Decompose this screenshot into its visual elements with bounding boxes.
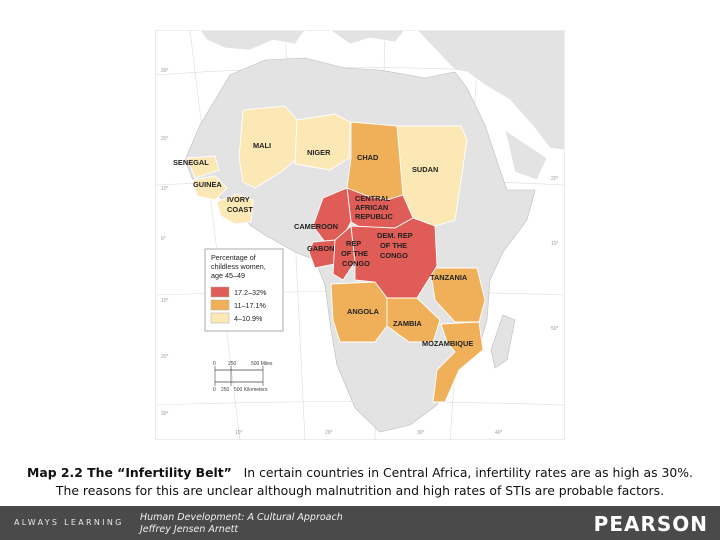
country-niger: [294, 113, 351, 171]
graticule-labels: 30° 20° 10° 0° 10° 20° 30° 10° 20° 30° 4…: [161, 68, 559, 436]
grid-label: 30°: [161, 68, 169, 74]
country-rep-of-congo: [332, 225, 356, 281]
label-of-the: OF THE: [341, 249, 368, 258]
legend-title-line-1: Percentage of: [211, 253, 256, 262]
pearson-logo: PEARSON: [593, 512, 708, 536]
grid-label: 20°: [325, 430, 333, 436]
label-central: CENTRAL: [355, 194, 391, 203]
label-coast: COAST: [227, 205, 253, 214]
scale-miles-0: 0: [213, 361, 216, 367]
legend-swatch-high: [210, 286, 230, 298]
label-mozambique: MOZAMBIQUE: [422, 339, 473, 348]
label-senegal: SENEGAL: [173, 158, 209, 167]
label-niger: NIGER: [307, 148, 331, 157]
scale-km-500: 500 Kilometers: [234, 387, 268, 393]
label-zambia: ZAMBIA: [393, 319, 422, 328]
legend-label-medium: 11–17.1%: [234, 301, 266, 310]
category-light: [186, 105, 468, 227]
legend: Percentage of childless women, age 45–49…: [204, 248, 284, 332]
grid-label: 40°: [495, 430, 503, 436]
label-mali: MALI: [253, 141, 271, 150]
grid-label: 10°: [235, 430, 243, 436]
grid-label: 10°: [161, 186, 169, 192]
country-dem-rep-congo: [350, 217, 438, 299]
grid-label: 20°: [551, 176, 559, 182]
grid-label: 20°: [161, 136, 169, 142]
legend-title-line-3: age 45–49: [211, 271, 245, 280]
label-congo-2: CONGO: [380, 251, 408, 260]
country-mali: [238, 105, 298, 189]
country-labels: MALI NIGER CHAD SUDAN SENEGAL GUINEA IVO…: [173, 141, 473, 348]
book-author: Jeffrey Jensen Arnett: [140, 524, 239, 535]
legend-swatch-medium: [210, 299, 230, 311]
grid-label: 10°: [161, 298, 169, 304]
legend-title-line-2: childless women,: [211, 262, 266, 271]
book-info: Human Development: A Cultural Approach J…: [140, 512, 343, 536]
always-learning-tagline: ALWAYS LEARNING: [14, 518, 124, 527]
label-angola: ANGOLA: [347, 307, 380, 316]
label-dem-rep: DEM. REP: [377, 231, 413, 240]
country-gabon: [308, 239, 336, 269]
label-sudan: SUDAN: [412, 165, 438, 174]
grid-label: 50°: [551, 326, 559, 332]
label-of-the-2: OF THE: [380, 241, 407, 250]
legend-label-light: 4–10.9%: [234, 314, 263, 323]
label-cameroon: CAMEROON: [294, 222, 338, 231]
label-congo: CONGO: [342, 259, 370, 268]
label-republic: REPUBLIC: [355, 212, 393, 221]
label-ivory: IVORY: [227, 195, 250, 204]
legend-label-high: 17.2–32%: [234, 288, 267, 297]
scale-km-0: 0: [213, 387, 216, 393]
surrounding-land: [199, 30, 565, 181]
grid-label: 20°: [161, 354, 169, 360]
infertility-belt-map: MALI NIGER CHAD SUDAN SENEGAL GUINEA IVO…: [155, 30, 565, 440]
country-guinea: [192, 175, 228, 201]
label-rep: REP: [346, 239, 361, 248]
book-title: Human Development: A Cultural Approach: [140, 512, 343, 523]
legend-swatch-light: [210, 312, 230, 324]
label-tanzania: TANZANIA: [430, 273, 468, 282]
map-caption: Map 2.2 The “Infertility Belt” In certai…: [20, 464, 700, 500]
madagascar: [490, 314, 516, 369]
country-senegal: [186, 155, 220, 179]
footer-bar: ALWAYS LEARNING Human Development: A Cul…: [0, 506, 720, 540]
scale-miles-500: 500 Miles: [251, 361, 273, 367]
caption-label: Map 2.2 The “Infertility Belt”: [27, 465, 232, 480]
grid-label: 0°: [161, 236, 166, 242]
scale-km-250: 250: [221, 387, 230, 393]
label-guinea: GUINEA: [193, 180, 222, 189]
grid-label: 10°: [551, 241, 559, 247]
label-african: AFRICAN: [355, 203, 388, 212]
grid-label: 30°: [417, 430, 425, 436]
category-high: [308, 187, 438, 299]
caption-text: In certain countries in Central Africa, …: [55, 465, 693, 498]
grid-label: 30°: [161, 411, 169, 417]
scale-miles-250: 250: [228, 361, 237, 367]
country-ivory-coast: [216, 193, 254, 225]
scale-bar: 0 250 500 Miles 0 250 500 Kilometers: [213, 361, 273, 393]
label-gabon: GABON: [307, 244, 335, 253]
country-mozambique: [432, 321, 484, 403]
label-chad: CHAD: [357, 153, 379, 162]
category-medium: [330, 121, 486, 403]
